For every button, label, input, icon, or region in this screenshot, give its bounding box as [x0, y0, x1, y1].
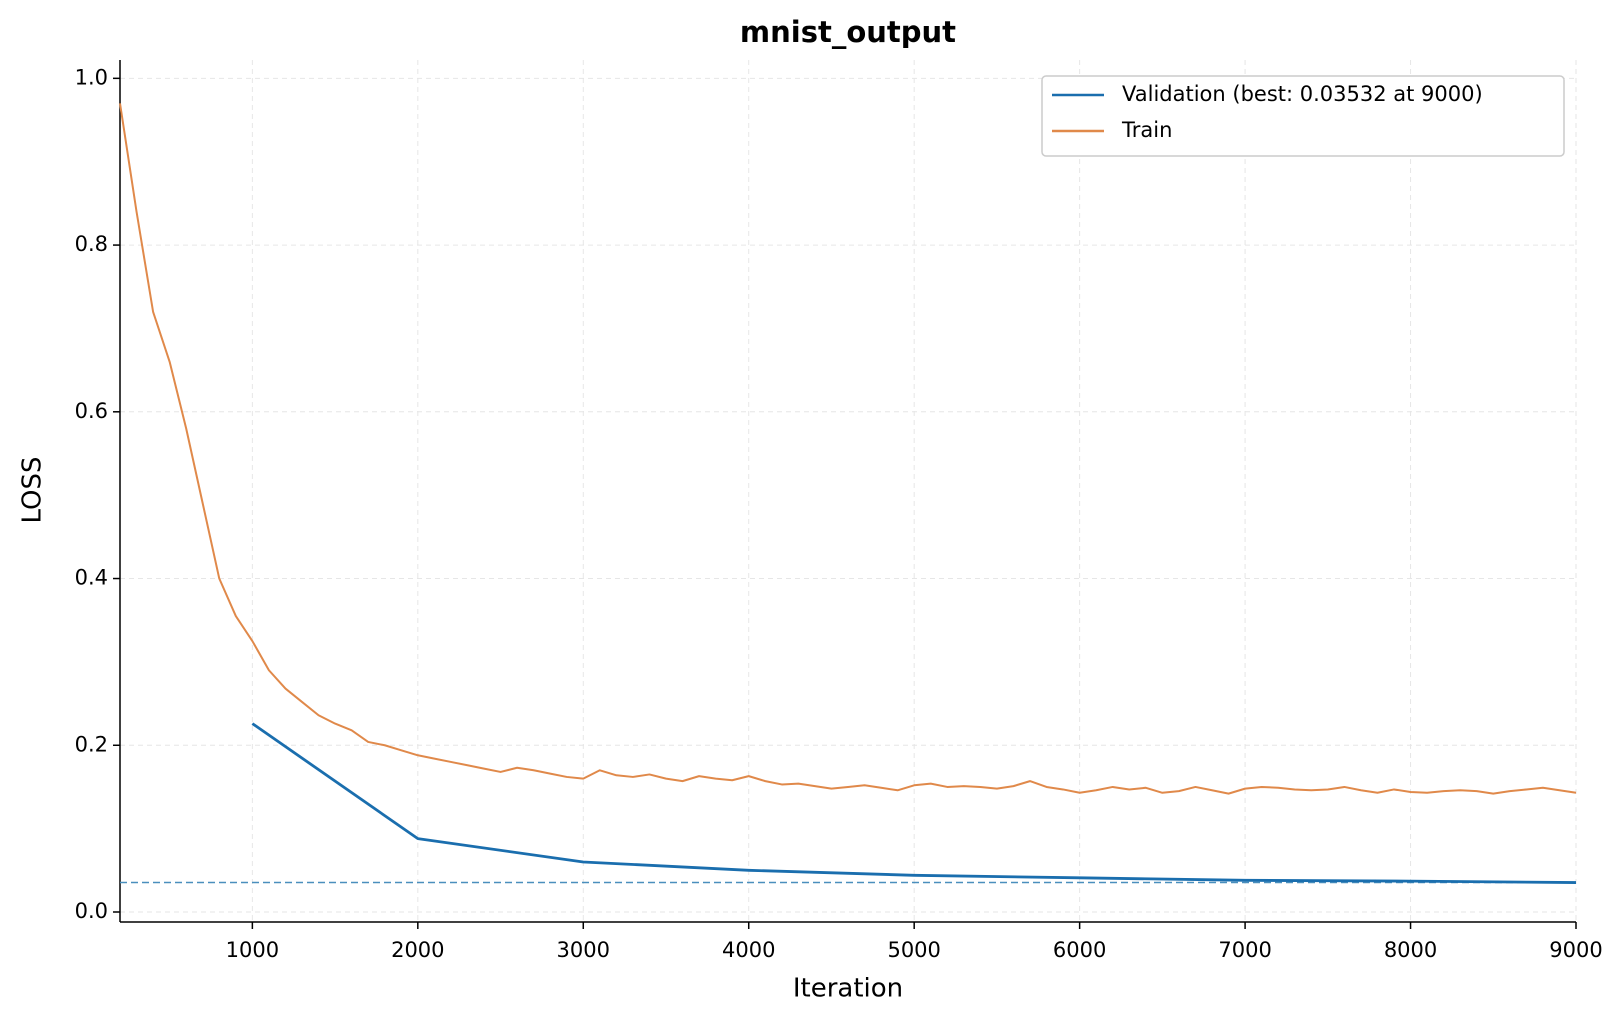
- x-tick-label: 8000: [1384, 938, 1437, 962]
- y-tick-label: 1.0: [75, 65, 108, 89]
- x-tick-label: 5000: [887, 938, 940, 962]
- series-line: [119, 103, 1577, 795]
- y-tick-label: 0.8: [75, 232, 108, 256]
- x-tick-label: 3000: [557, 938, 610, 962]
- chart-title: mnist_output: [740, 15, 956, 49]
- y-tick-label: 0.6: [75, 399, 108, 423]
- x-tick-label: 6000: [1053, 938, 1106, 962]
- x-tick-label: 9000: [1549, 938, 1602, 962]
- y-axis-label: LOSS: [18, 456, 48, 523]
- x-tick-label: 4000: [722, 938, 775, 962]
- legend-label: Train: [1121, 118, 1172, 142]
- legend-box: [1041, 75, 1565, 157]
- x-tick-label: 7000: [1218, 938, 1271, 962]
- series-line: [251, 722, 1577, 884]
- y-tick-label: 0.0: [75, 899, 108, 923]
- x-axis-label: Iteration: [793, 974, 903, 1004]
- legend-label: Validation (best: 0.03532 at 9000): [1122, 82, 1483, 106]
- y-tick-label: 0.4: [75, 566, 108, 590]
- x-tick-label: 1000: [226, 938, 279, 962]
- y-tick-label: 0.2: [75, 732, 108, 756]
- x-tick-label: 2000: [391, 938, 444, 962]
